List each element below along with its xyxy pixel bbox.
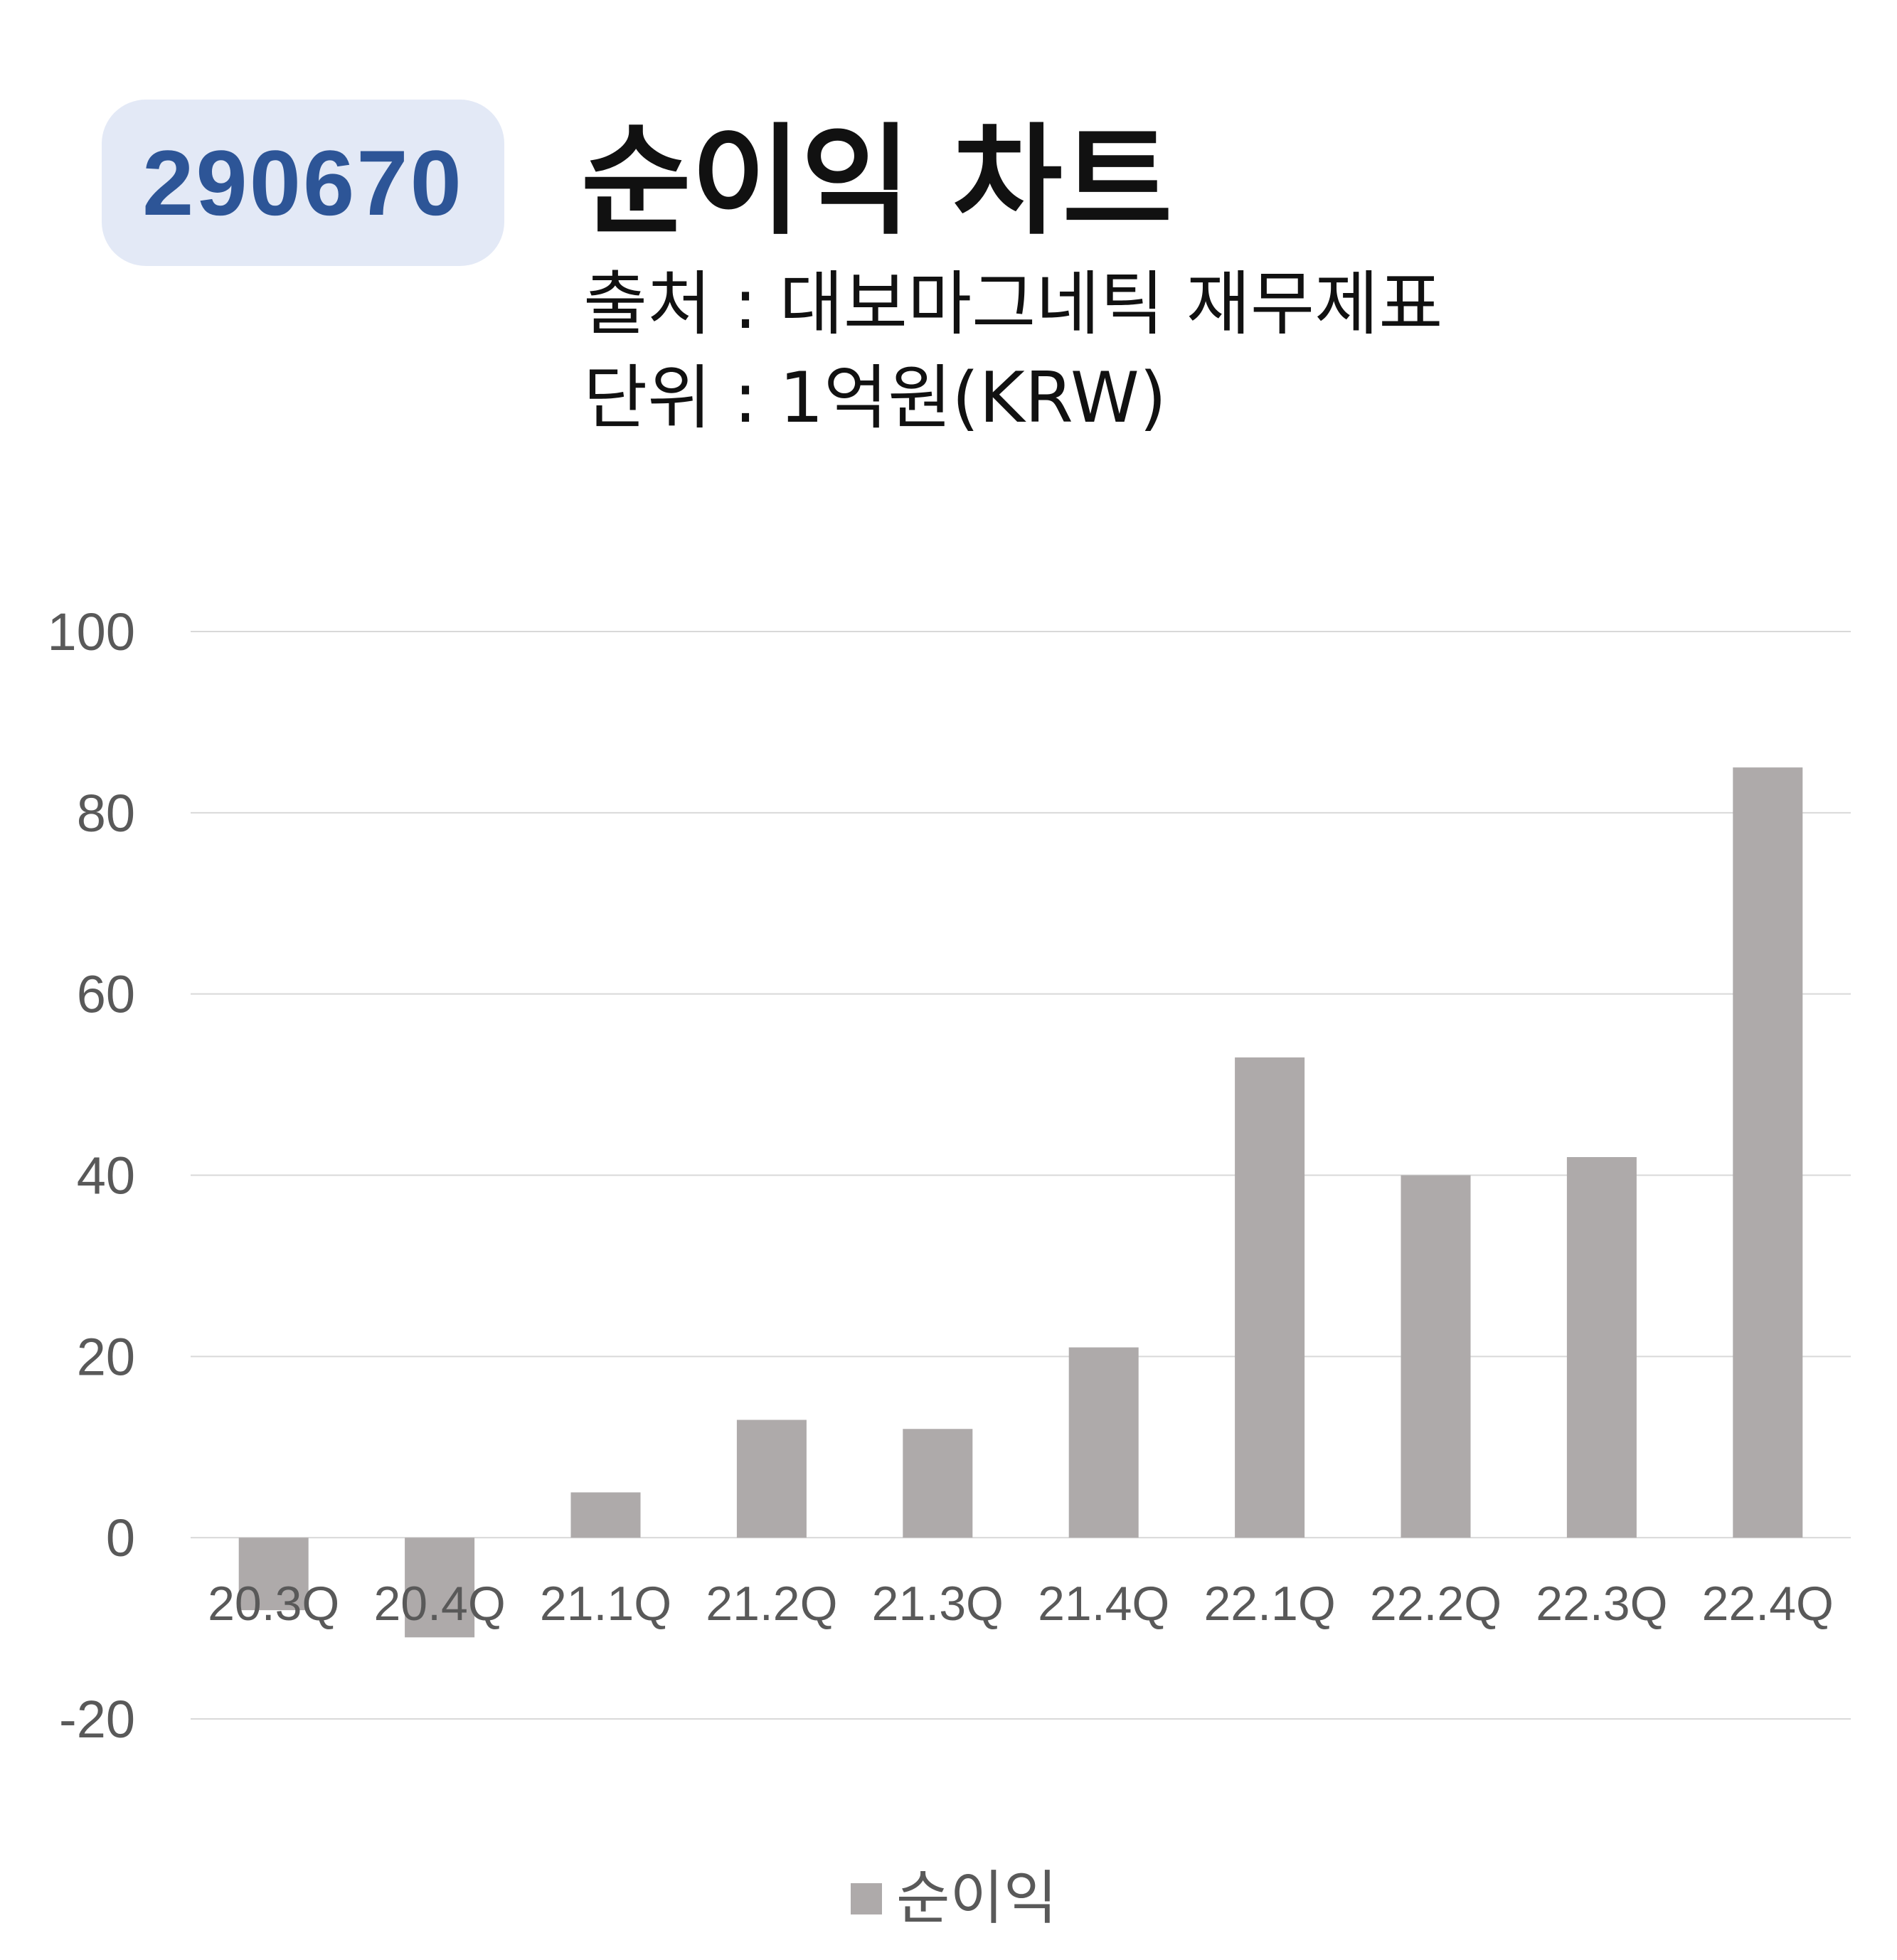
x-tick-label: 22.4Q	[1702, 1577, 1834, 1631]
x-tick-label: 22.2Q	[1370, 1577, 1502, 1631]
x-tick-label: 21.1Q	[540, 1577, 671, 1631]
bar	[238, 1538, 309, 1611]
y-tick-label: 20	[77, 1327, 135, 1386]
bar	[736, 1420, 807, 1538]
legend-swatch	[851, 1883, 882, 1914]
bar	[405, 1538, 475, 1638]
y-tick-label: 80	[77, 784, 135, 843]
x-tick-label: 22.3Q	[1536, 1577, 1667, 1631]
x-tick-label: 22.1Q	[1203, 1577, 1335, 1631]
bar	[1566, 1157, 1637, 1538]
x-tick-label: 20.4Q	[373, 1577, 505, 1631]
x-tick-label: 21.2Q	[706, 1577, 837, 1631]
bar	[1068, 1347, 1139, 1538]
y-tick-label: 40	[77, 1146, 135, 1205]
source-note: 출처 : 대보마그네틱 재무제표	[583, 264, 1443, 345]
bar	[570, 1492, 641, 1538]
y-tick-label: 100	[48, 602, 135, 661]
stock-code-badge: 290670	[102, 100, 504, 266]
x-tick-label: 20.3Q	[208, 1577, 339, 1631]
stock-code: 290670	[142, 131, 464, 235]
chart-title: 순이익 차트	[581, 112, 1173, 251]
x-tick-label: 21.3Q	[872, 1577, 1004, 1631]
bar	[1401, 1175, 1471, 1538]
bar	[1235, 1057, 1305, 1538]
bar	[903, 1429, 973, 1538]
x-tick-label: 21.4Q	[1038, 1577, 1169, 1631]
y-tick-label: -20	[59, 1690, 135, 1749]
bar	[1733, 767, 1803, 1538]
unit-note: 단위 : 1억원(KRW)	[583, 358, 1167, 439]
y-tick-label: 60	[77, 965, 135, 1024]
legend: 순이익	[851, 1863, 1057, 1934]
y-tick-label: 0	[106, 1508, 135, 1567]
legend-label: 순이익	[896, 1865, 1058, 1932]
